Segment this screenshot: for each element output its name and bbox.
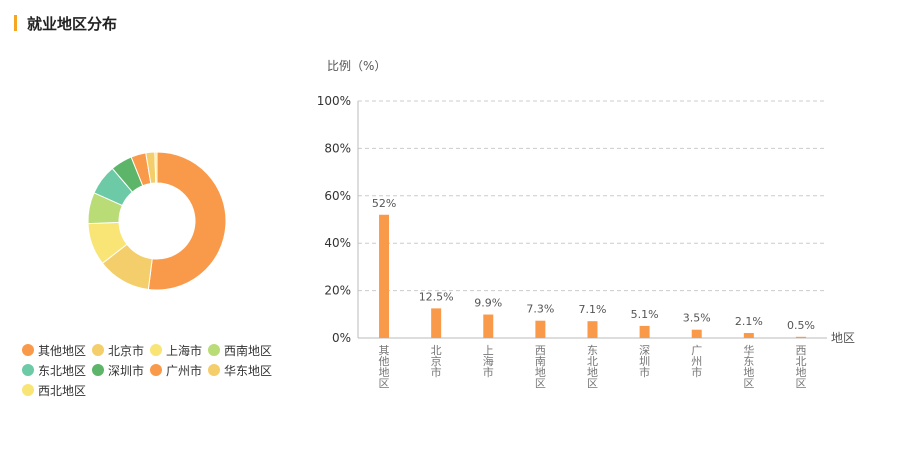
y-tick-label: 40% xyxy=(324,236,351,250)
x-tick-label: 广州市 xyxy=(691,344,702,379)
x-tick-label: 西南地区 xyxy=(535,344,546,390)
legend-item[interactable]: 上海市 xyxy=(150,340,202,360)
legend-label: 其他地区 xyxy=(38,343,87,358)
bar[interactable] xyxy=(691,329,702,338)
bar-value-label: 9.9% xyxy=(474,297,502,310)
legend-dot-icon xyxy=(208,364,221,376)
bar-value-label: 7.1% xyxy=(579,303,607,316)
legend-dot-icon xyxy=(208,344,221,356)
donut-slice[interactable] xyxy=(147,151,227,291)
y-tick-label: 0% xyxy=(332,331,351,345)
legend-label: 深圳市 xyxy=(108,363,145,378)
y-tick-label: 80% xyxy=(324,141,351,155)
legend-dot-icon xyxy=(150,344,163,356)
x-tick-label: 西北地区 xyxy=(795,344,806,390)
bar[interactable] xyxy=(379,214,390,338)
x-tick-label: 上海市 xyxy=(483,344,494,379)
legend-label: 广州市 xyxy=(166,363,203,378)
x-tick-label: 东北地区 xyxy=(587,344,598,390)
bar-value-label: 52% xyxy=(372,197,396,210)
legend-dot-icon xyxy=(150,364,163,376)
bar[interactable] xyxy=(743,333,754,338)
legend-item[interactable]: 西北地区 xyxy=(22,380,86,400)
legend-dot-icon xyxy=(92,364,105,376)
bar[interactable] xyxy=(535,320,546,338)
y-tick-label: 60% xyxy=(324,189,351,203)
bar-value-label: 3.5% xyxy=(683,312,711,325)
bar[interactable] xyxy=(795,336,806,338)
bar-value-label: 0.5% xyxy=(787,319,815,332)
y-tick-label: 20% xyxy=(324,284,351,298)
x-axis-label: 地区 xyxy=(831,331,855,345)
donut-slice[interactable] xyxy=(154,151,158,184)
legend-item[interactable]: 其他地区 xyxy=(22,340,86,360)
legend-dot-icon xyxy=(92,344,105,356)
legend-item[interactable]: 华东地区 xyxy=(208,360,272,380)
bar-value-label: 12.5% xyxy=(419,290,454,303)
legend-label: 华东地区 xyxy=(224,363,273,378)
bar-value-label: 2.1% xyxy=(735,315,763,328)
legend-label: 北京市 xyxy=(108,343,145,358)
bar[interactable] xyxy=(587,321,598,338)
legend-label: 西南地区 xyxy=(224,343,273,358)
bar-value-label: 7.3% xyxy=(526,303,554,316)
bar[interactable] xyxy=(639,325,650,338)
legend-item[interactable]: 广州市 xyxy=(150,360,202,380)
donut-chart xyxy=(87,151,227,291)
legend-item[interactable]: 北京市 xyxy=(92,340,144,360)
legend-item[interactable]: 西南地区 xyxy=(208,340,272,360)
bar-value-label: 5.1% xyxy=(631,308,659,321)
y-tick-label: 100% xyxy=(317,94,351,108)
x-tick-label: 北京市 xyxy=(431,344,442,379)
legend-dot-icon xyxy=(22,384,34,396)
legend-label: 西北地区 xyxy=(38,383,87,398)
bar-chart: 比例（%） 0% 20% 40% 60% 80% 100% 地区 52% 其他地区 12.5% 北京市… xyxy=(317,59,855,390)
header-accent-bar xyxy=(14,15,17,31)
legend-label: 上海市 xyxy=(166,343,203,358)
page-title: 就业地区分布 xyxy=(27,14,118,33)
legend-dot-icon xyxy=(22,364,34,376)
legend-label: 东北地区 xyxy=(38,363,87,378)
bar[interactable] xyxy=(483,314,494,338)
section-header: 就业地区分布 xyxy=(14,12,117,34)
x-tick-label: 深圳市 xyxy=(639,344,650,379)
legend-dot-icon xyxy=(22,344,34,356)
x-tick-label: 华东地区 xyxy=(743,343,754,390)
y-axis-label: 比例（%） xyxy=(327,59,386,73)
bar[interactable] xyxy=(431,308,442,338)
legend-item[interactable]: 东北地区 xyxy=(22,360,86,380)
x-tick-label: 其他地区 xyxy=(379,344,390,390)
donut-legend: 其他地区 北京市 上海市 西南地区东北地区 深圳市 广州市 华东地区西北地区 xyxy=(22,340,312,400)
legend-item[interactable]: 深圳市 xyxy=(92,360,144,380)
